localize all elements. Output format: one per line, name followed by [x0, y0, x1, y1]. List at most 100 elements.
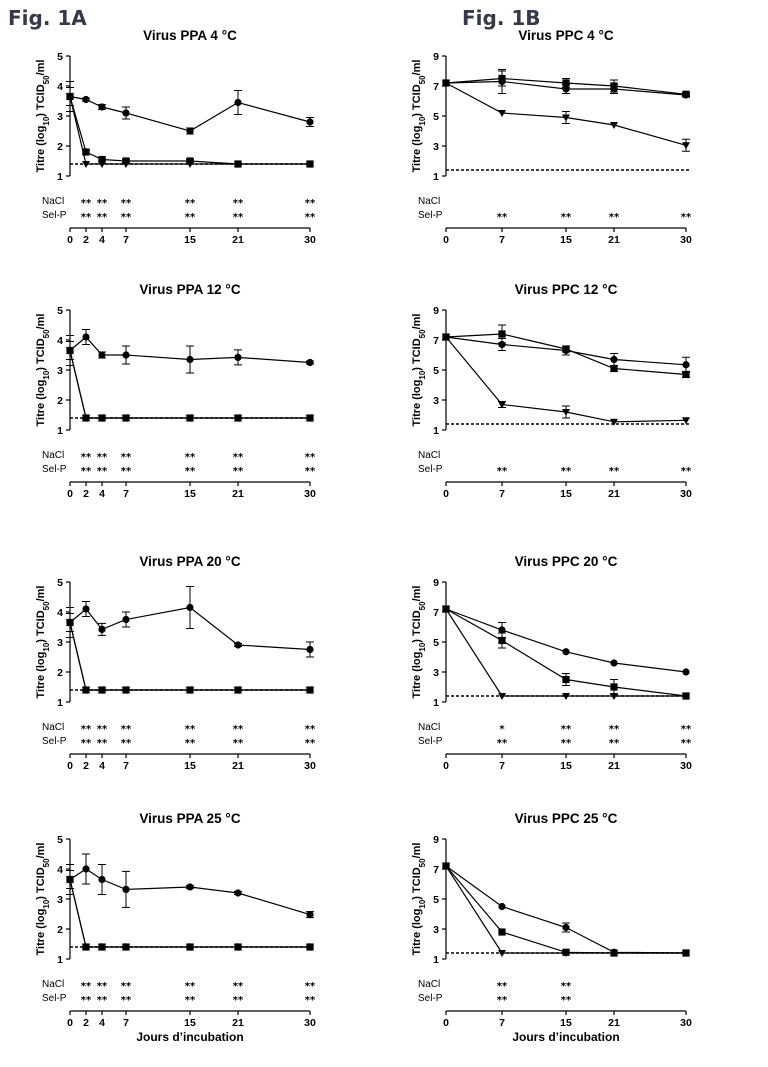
significance-selp: **: [497, 212, 508, 223]
data-point-square: [562, 345, 570, 353]
data-point-triangle: [66, 619, 74, 627]
significance-nacl: **: [121, 724, 132, 735]
significance-nacl: **: [305, 981, 316, 992]
x-tick-label: 15: [560, 234, 572, 246]
y-tick-label: 3: [433, 924, 439, 936]
x-tick-label: 7: [499, 1017, 505, 1029]
significance-selp: **: [185, 738, 196, 749]
y-tick-label: 3: [433, 141, 439, 153]
significance-nacl: **: [97, 452, 108, 463]
significance-nacl: **: [121, 981, 132, 992]
x-tick-label: 21: [232, 234, 244, 246]
x-tick-label: 21: [608, 234, 620, 246]
data-point-triangle: [682, 950, 690, 957]
x-tick-label: 30: [304, 234, 316, 246]
significance-selp: **: [497, 466, 508, 477]
data-point-triangle: [306, 415, 314, 422]
series-triangle: [66, 87, 314, 168]
x-tick-label: 21: [232, 760, 244, 772]
data-point-square: [562, 79, 570, 87]
x-tick-label: 0: [67, 760, 73, 772]
x-tick-label: 2: [83, 234, 89, 246]
y-axis-label: Titre (log10) TCID50/ml: [411, 314, 427, 427]
y-tick-label: 5: [57, 577, 63, 589]
significance-selp: **: [305, 995, 316, 1006]
series-circle: [66, 329, 314, 374]
x-tick-label: 7: [123, 1017, 129, 1029]
significance-selp: **: [185, 466, 196, 477]
y-tick-label: 1: [57, 697, 63, 709]
y-tick-label: 4: [57, 864, 63, 876]
row-label-selp: Sel-P: [42, 464, 67, 475]
row-label-selp: Sel-P: [418, 464, 443, 475]
significance-selp: **: [609, 466, 620, 477]
significance-nacl: **: [609, 724, 620, 735]
x-tick-label: 30: [304, 760, 316, 772]
y-tick-label: 4: [57, 607, 63, 619]
significance-selp: **: [305, 212, 316, 223]
x-tick-label: 15: [184, 1017, 196, 1029]
significance-selp: **: [561, 466, 572, 477]
data-point-triangle: [122, 161, 130, 168]
y-tick-label: 9: [433, 305, 439, 317]
series-line: [69, 868, 311, 916]
x-tick-label: 2: [83, 1017, 89, 1029]
chart-title: Virus PPC 25 °C: [515, 811, 618, 826]
series-circle: [66, 81, 314, 135]
data-point-triangle: [234, 415, 242, 422]
data-point-triangle: [66, 876, 74, 884]
data-point-triangle: [562, 409, 570, 416]
y-axis-label: Titre (log10) TCID50/ml: [411, 843, 427, 956]
x-tick-label: 4: [99, 760, 105, 772]
data-point-circle: [234, 98, 242, 107]
y-axis-label: Titre (log10) TCID50/ml: [35, 843, 51, 956]
chart-panel: Virus PPA 25 °C Titre (log10) TCID50/ml 1 2…: [10, 797, 380, 1062]
series-line: [445, 608, 687, 673]
x-tick-label: 15: [184, 234, 196, 246]
chart-panel: Virus PPA 12 °C Titre (log10) TCID50/ml 1 2…: [10, 268, 380, 533]
row-label-nacl: NaCl: [418, 722, 440, 733]
series-square: [442, 70, 690, 98]
y-tick-label: 5: [433, 637, 439, 649]
data-point-triangle: [610, 418, 618, 426]
x-tick-label: 15: [560, 1017, 572, 1029]
data-point-square: [682, 370, 690, 379]
y-tick-label: 7: [433, 81, 439, 93]
data-point-triangle: [498, 110, 506, 117]
y-tick-label: 4: [57, 335, 63, 347]
data-point-circle: [98, 351, 106, 359]
significance-selp: **: [305, 738, 316, 749]
chart-svg: Virus PPA 4 °C Titre (log10) TCID50/ml 1 2 3…: [35, 28, 316, 246]
data-point-circle: [186, 355, 194, 364]
x-tick-label: 15: [184, 760, 196, 772]
y-tick-label: 2: [57, 924, 63, 936]
x-tick-label: 0: [443, 760, 449, 772]
series-line: [69, 622, 310, 691]
significance-selp: **: [97, 466, 108, 477]
x-tick-label: 15: [560, 760, 572, 772]
data-point-triangle: [442, 606, 450, 613]
data-point-square: [498, 330, 506, 338]
significance-nacl: **: [81, 981, 92, 992]
data-point-circle: [498, 902, 506, 911]
data-point-circle: [306, 118, 314, 126]
data-point-circle: [98, 875, 106, 884]
data-point-triangle: [610, 693, 618, 700]
y-tick-label: 7: [433, 607, 439, 619]
data-point-triangle: [610, 950, 618, 957]
y-tick-label: 7: [433, 335, 439, 347]
data-point-triangle: [682, 417, 690, 425]
y-tick-label: 3: [57, 365, 63, 377]
data-point-triangle: [306, 161, 314, 168]
data-point-circle: [682, 668, 690, 676]
y-tick-label: 5: [57, 305, 63, 317]
data-point-triangle: [186, 687, 194, 694]
series-line: [445, 865, 686, 954]
row-label-nacl: NaCl: [418, 196, 440, 207]
significance-nacl: **: [97, 724, 108, 735]
significance-selp: **: [233, 738, 244, 749]
x-tick-label: 4: [99, 234, 105, 246]
significance-selp: **: [681, 466, 692, 477]
data-point-circle: [122, 109, 130, 117]
data-point-circle: [610, 355, 618, 364]
